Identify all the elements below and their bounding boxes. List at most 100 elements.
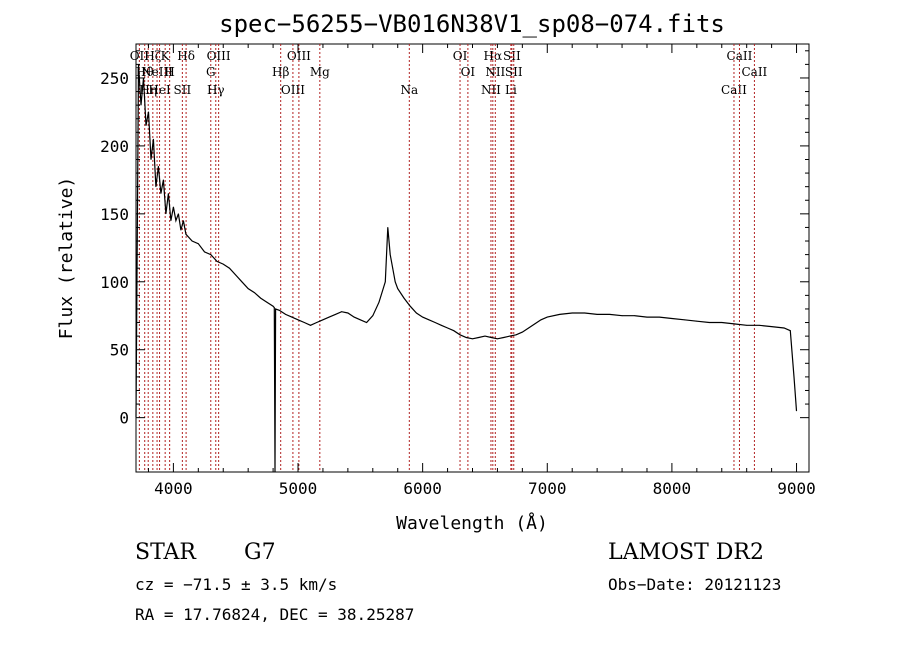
- x-tick-label: 9000: [777, 479, 816, 498]
- axis-ticks: 4000 5000 6000 7000 8000 9000 0 50 100 150 200 250: [100, 44, 816, 498]
- spectrum-point: [783, 327, 785, 329]
- spectrum-point: [353, 316, 355, 318]
- spectrum-point: [297, 319, 299, 321]
- spectrum-point: [559, 314, 561, 315]
- survey-name: LAMOST DR2: [608, 540, 764, 565]
- observation-date: Obs−Date: 20121123: [608, 575, 781, 594]
- line-marker-label: Li: [505, 83, 517, 97]
- spectrum-point: [434, 322, 436, 323]
- spectrum-point: [378, 301, 380, 303]
- spectrum-point: [596, 314, 598, 315]
- line-marker-label: Hγ: [207, 83, 225, 97]
- spectrum-point: [416, 312, 417, 314]
- spectrum-point: [222, 263, 224, 265]
- x-axis-label: Wavelength (Å): [396, 512, 548, 534]
- spectrum-point: [197, 243, 199, 245]
- spectrum-point: [422, 316, 423, 318]
- chart-title: spec−56255−VB016N38V1_sp08−074.fits: [219, 10, 725, 38]
- line-marker-label: Hβ: [272, 65, 289, 79]
- spectrum-point: [696, 320, 698, 322]
- spectrum-point: [145, 125, 147, 126]
- spectrum-point: [789, 330, 791, 332]
- spectrum-point: [163, 179, 164, 181]
- spectrum-point: [335, 314, 336, 315]
- line-marker-label: OIII: [287, 49, 311, 63]
- spectrum-point: [453, 330, 455, 332]
- object-class: STAR: [135, 540, 197, 565]
- spectrum-point: [472, 338, 473, 340]
- line-marker-label: NII: [485, 65, 505, 79]
- spectrum-point: [428, 319, 430, 321]
- spectrum-point: [478, 337, 480, 338]
- spectrum-point: [584, 312, 586, 314]
- line-marker-label: Hδ: [177, 49, 195, 63]
- spectrum-point: [621, 315, 623, 317]
- spectrum-point: [509, 335, 511, 337]
- spectrum-point: [170, 220, 172, 222]
- line-marker-label: SII: [503, 49, 521, 63]
- y-tick-label: 150: [100, 205, 129, 224]
- spectrum-point: [175, 220, 177, 222]
- spectrum-point: [291, 316, 293, 318]
- spectrum-point: [497, 338, 498, 340]
- spectrum-point: [490, 337, 492, 338]
- spectrum-point: [571, 312, 573, 314]
- spectrum-point: [503, 337, 505, 338]
- spectrum-point: [758, 324, 760, 326]
- spectrum-point: [447, 327, 448, 329]
- spectrum-point: [150, 159, 152, 160]
- spectrum-point: [310, 324, 311, 326]
- spectrum-point: [180, 229, 182, 231]
- spectrum-point: [303, 322, 305, 323]
- spectrum-point: [191, 240, 193, 242]
- y-tick-label: 250: [100, 69, 129, 88]
- spectrum-point: [387, 227, 389, 228]
- spectrum-point: [634, 315, 635, 317]
- spectrum-point: [394, 281, 396, 283]
- x-tick-label: 8000: [653, 479, 692, 498]
- spectrum-series: [135, 64, 798, 473]
- spectrum-point: [273, 307, 275, 308]
- y-tick-label: 100: [100, 273, 129, 292]
- spectrum-point: [646, 316, 648, 318]
- spectrum-point: [173, 206, 174, 208]
- y-tick-label: 0: [119, 409, 129, 428]
- line-marker-label: H: [164, 65, 174, 79]
- spectrum-point: [392, 267, 394, 269]
- spectrum-point: [241, 281, 243, 283]
- spectrum-point: [216, 261, 218, 262]
- line-marker-label: HeI: [148, 83, 171, 97]
- spectrum-point: [254, 292, 255, 293]
- spectrum-point: [138, 64, 139, 65]
- spectrum-point: [229, 267, 230, 269]
- spectrum-point: [328, 316, 330, 318]
- x-tick-label: 7000: [528, 479, 567, 498]
- line-marker-label: Hθ: [136, 65, 154, 79]
- y-tick-label: 50: [110, 341, 129, 360]
- spectrum-point: [796, 410, 797, 412]
- redshift-text: cz = −71.5 ± 3.5 km/s: [135, 575, 337, 594]
- line-marker-label: SII: [174, 83, 192, 97]
- spectrum-point: [746, 324, 748, 326]
- spectrum-point: [528, 327, 529, 329]
- spectrum-point: [140, 104, 142, 106]
- spectrum-point: [274, 471, 276, 473]
- line-marker-label: CaII: [741, 65, 767, 79]
- spectrum-point: [459, 334, 461, 336]
- spectrum-point: [178, 213, 179, 215]
- spectrum-point: [275, 308, 276, 310]
- line-marker-label: G: [206, 65, 216, 79]
- spectrum-point: [684, 319, 685, 321]
- line-marker-label: OIII: [281, 83, 305, 97]
- spectrum-point: [372, 315, 374, 317]
- spectrum-point: [148, 111, 149, 113]
- emission-line-markers: OIIHθHηHζNeIIIHeIKHSIIHδGHγOIIIHβOIIIOII…: [130, 44, 768, 472]
- line-marker-label: Mg: [310, 65, 330, 79]
- x-tick-label: 6000: [403, 479, 442, 498]
- spectrum-point: [546, 316, 548, 318]
- line-marker-label: OI: [461, 65, 476, 79]
- spectrum-point: [260, 297, 261, 299]
- x-tick-label: 4000: [154, 479, 193, 498]
